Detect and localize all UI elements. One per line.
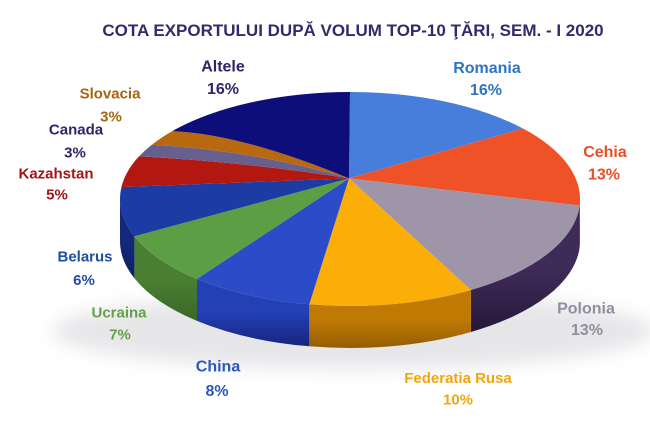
svg-text:Canada: Canada xyxy=(49,122,104,139)
svg-text:Romania: Romania xyxy=(453,60,521,77)
svg-text:13%: 13% xyxy=(571,322,603,339)
svg-text:Polonia: Polonia xyxy=(557,300,615,317)
svg-text:16%: 16% xyxy=(207,81,239,98)
svg-text:3%: 3% xyxy=(64,145,86,162)
svg-text:Cehia: Cehia xyxy=(583,144,627,161)
svg-text:Slovacia: Slovacia xyxy=(80,86,142,103)
svg-text:7%: 7% xyxy=(109,327,131,344)
svg-text:16%: 16% xyxy=(470,82,502,99)
svg-text:13%: 13% xyxy=(588,166,620,183)
svg-text:China: China xyxy=(196,358,241,375)
svg-text:Federatia Rusa: Federatia Rusa xyxy=(404,370,512,387)
svg-text:5%: 5% xyxy=(46,187,68,204)
svg-text:Belarus: Belarus xyxy=(57,249,112,266)
svg-text:10%: 10% xyxy=(443,392,473,409)
svg-text:COTA EXPORTULUI DUPĂ VOLUM TOP: COTA EXPORTULUI DUPĂ VOLUM TOP-10 ŢĂRI, … xyxy=(102,21,603,40)
svg-text:6%: 6% xyxy=(73,272,95,289)
svg-text:3%: 3% xyxy=(100,109,122,126)
svg-text:8%: 8% xyxy=(205,383,228,400)
svg-text:Altele: Altele xyxy=(201,58,245,75)
svg-text:Kazahstan: Kazahstan xyxy=(18,166,93,183)
svg-text:Ucraina: Ucraina xyxy=(91,305,147,322)
